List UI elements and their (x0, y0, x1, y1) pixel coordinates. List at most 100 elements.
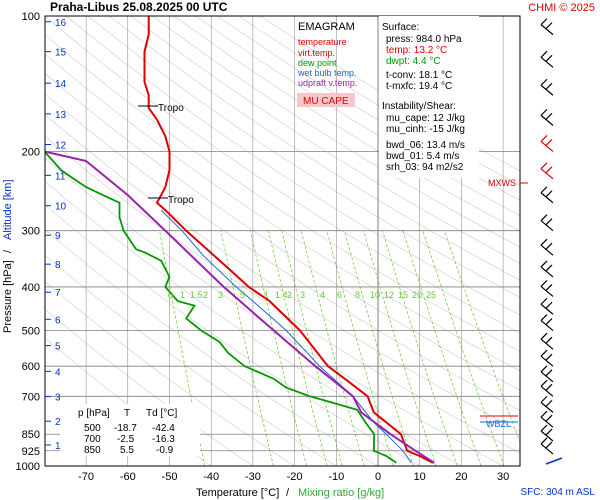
wind-barb (540, 238, 554, 256)
wind-barb (540, 135, 554, 152)
instability-srh03: srh_03: 94 m2/s2 (386, 162, 464, 173)
mixing-ratio-line (363, 230, 437, 466)
tropo1-label: Tropo (158, 103, 184, 114)
level-row-850-td: -0.9 (156, 445, 174, 456)
altitude-tick-label: 3 (55, 393, 61, 404)
dry-adiabat (216, 16, 520, 201)
mixing-ratio-line (402, 230, 482, 466)
surface-dwpt: dwpt: 4.4 °C (386, 56, 441, 67)
altitude-tick-label: 12 (55, 141, 67, 152)
wind-barb (540, 365, 554, 383)
altitude-tick-label: 5 (55, 342, 61, 353)
altitude-tick-label: 8 (55, 260, 61, 271)
altitude-tick-label: 1 (55, 441, 61, 452)
y-tick-label: 100 (22, 11, 40, 23)
x-tick-label: -30 (245, 471, 261, 483)
wind-barb (540, 18, 554, 36)
y-tick-label: 700 (22, 391, 40, 403)
mixing-ratio-line (422, 230, 505, 466)
legend-item-wet-bulb: wet bulb temp. (297, 68, 357, 78)
altitude-tick-label: 2 (55, 417, 61, 428)
mixing-ratio-label: 1.4 (275, 290, 288, 300)
level-table-header-t: T (124, 408, 130, 419)
x-tick-label: -60 (120, 471, 136, 483)
wind-barb (540, 280, 554, 297)
dry-adiabat (152, 16, 520, 248)
mixing-ratio-label: 1.5 (190, 290, 203, 300)
mixing-ratio-line (344, 230, 414, 466)
wind-barb (540, 260, 554, 278)
y-tick-label: 300 (22, 226, 40, 238)
mixing-ratio-line (326, 230, 394, 466)
legend-item-updraft: udpraft v.temp. (298, 78, 357, 88)
dry-adiabat (195, 16, 520, 216)
dry-adiabat (108, 16, 520, 281)
wind-barb (540, 297, 554, 315)
y-tick-label: 400 (22, 282, 40, 294)
y-tick-label: 600 (22, 361, 40, 373)
level-row-500-p: 500 (84, 423, 101, 434)
mixing-ratio-label: 20 (412, 290, 422, 300)
mu-cape-badge (297, 93, 355, 107)
mixing-ratio-line (249, 230, 307, 466)
mixing-ratio-line (268, 230, 328, 466)
mixing-ratio-label: 2 (287, 290, 292, 300)
wind-barb (540, 108, 554, 126)
dry-adiabat (45, 73, 520, 391)
x-axis-label-mixing: Mixing ratio [g/kg] (298, 487, 384, 499)
legend-item-virt-temp: virt.temp. (298, 48, 335, 58)
instability-mu-cinh: mu_cinh: -15 J/kg (386, 124, 465, 135)
altitude-tick-label: 13 (55, 110, 67, 121)
y-tick-label: 1000 (16, 461, 40, 473)
altitude-tick-label: 11 (55, 171, 66, 182)
mixing-ratio-line (281, 230, 343, 466)
mixing-ratio-label: 25 (426, 290, 436, 300)
y-tick-label: 200 (22, 146, 40, 158)
level-row-850-p: 850 (84, 445, 101, 456)
instability-heading: Instability/Shear: (382, 101, 456, 112)
surface-tconv: t-conv: 18.1 °C (386, 70, 452, 81)
wind-barb (540, 50, 554, 68)
altitude-tick-label: 15 (55, 48, 67, 59)
instability-mu-cape: mu_cape: 12 J/kg (386, 113, 465, 124)
dry-adiabat (45, 93, 520, 411)
altitude-tick-label: 6 (55, 315, 61, 326)
x-tick-label: 30 (497, 471, 509, 483)
x-tick-label: 0 (375, 471, 381, 483)
wbzl-label: WBZL (486, 419, 511, 429)
dry-adiabat (45, 34, 520, 353)
level-row-700-td: -16.3 (152, 434, 175, 445)
wind-barb (540, 162, 554, 180)
y-tick-label: 850 (22, 429, 40, 441)
dry-adiabat (45, 16, 520, 334)
mixing-ratio-label: 12 (384, 290, 394, 300)
altitude-tick-label: 9 (55, 231, 61, 242)
altitude-tick-label: 7 (55, 288, 61, 299)
copyright-label: CHMI © 2025 (528, 2, 595, 14)
wind-barb (540, 349, 554, 367)
level-row-700-t: -2.5 (117, 434, 135, 445)
instability-bwd01: bwd_01: 5.4 m/s (386, 151, 459, 162)
legend-item-temperature: temperature (298, 37, 347, 47)
wind-barb (540, 395, 554, 413)
mixing-ratio-label: 3 (218, 290, 223, 300)
series-line-wet-bulb-temp- (160, 209, 412, 464)
level-row-700-p: 700 (84, 434, 101, 445)
series-line-dew-point (45, 150, 397, 464)
surface-press: press: 984.0 hPa (386, 34, 462, 45)
mixing-ratio-label: 3 (300, 290, 305, 300)
dry-adiabat (45, 53, 520, 372)
mixing-ratio-label: 2 (203, 290, 208, 300)
x-tick-label: -70 (78, 471, 94, 483)
wind-barb (540, 314, 554, 331)
x-tick-label: -10 (328, 471, 344, 483)
altitude-tick-label: 16 (55, 18, 67, 29)
y-axis-label-altitude: Altitude [km] (2, 179, 14, 240)
mixing-ratio-label: 8 (355, 290, 360, 300)
wind-barb (540, 410, 554, 428)
surface-temp: temp: 13.2 °C (386, 45, 447, 56)
y-tick-label: 500 (22, 326, 40, 338)
legend-item-dew-point: dew point (298, 58, 337, 68)
mixing-ratio-label: 1 (264, 290, 269, 300)
